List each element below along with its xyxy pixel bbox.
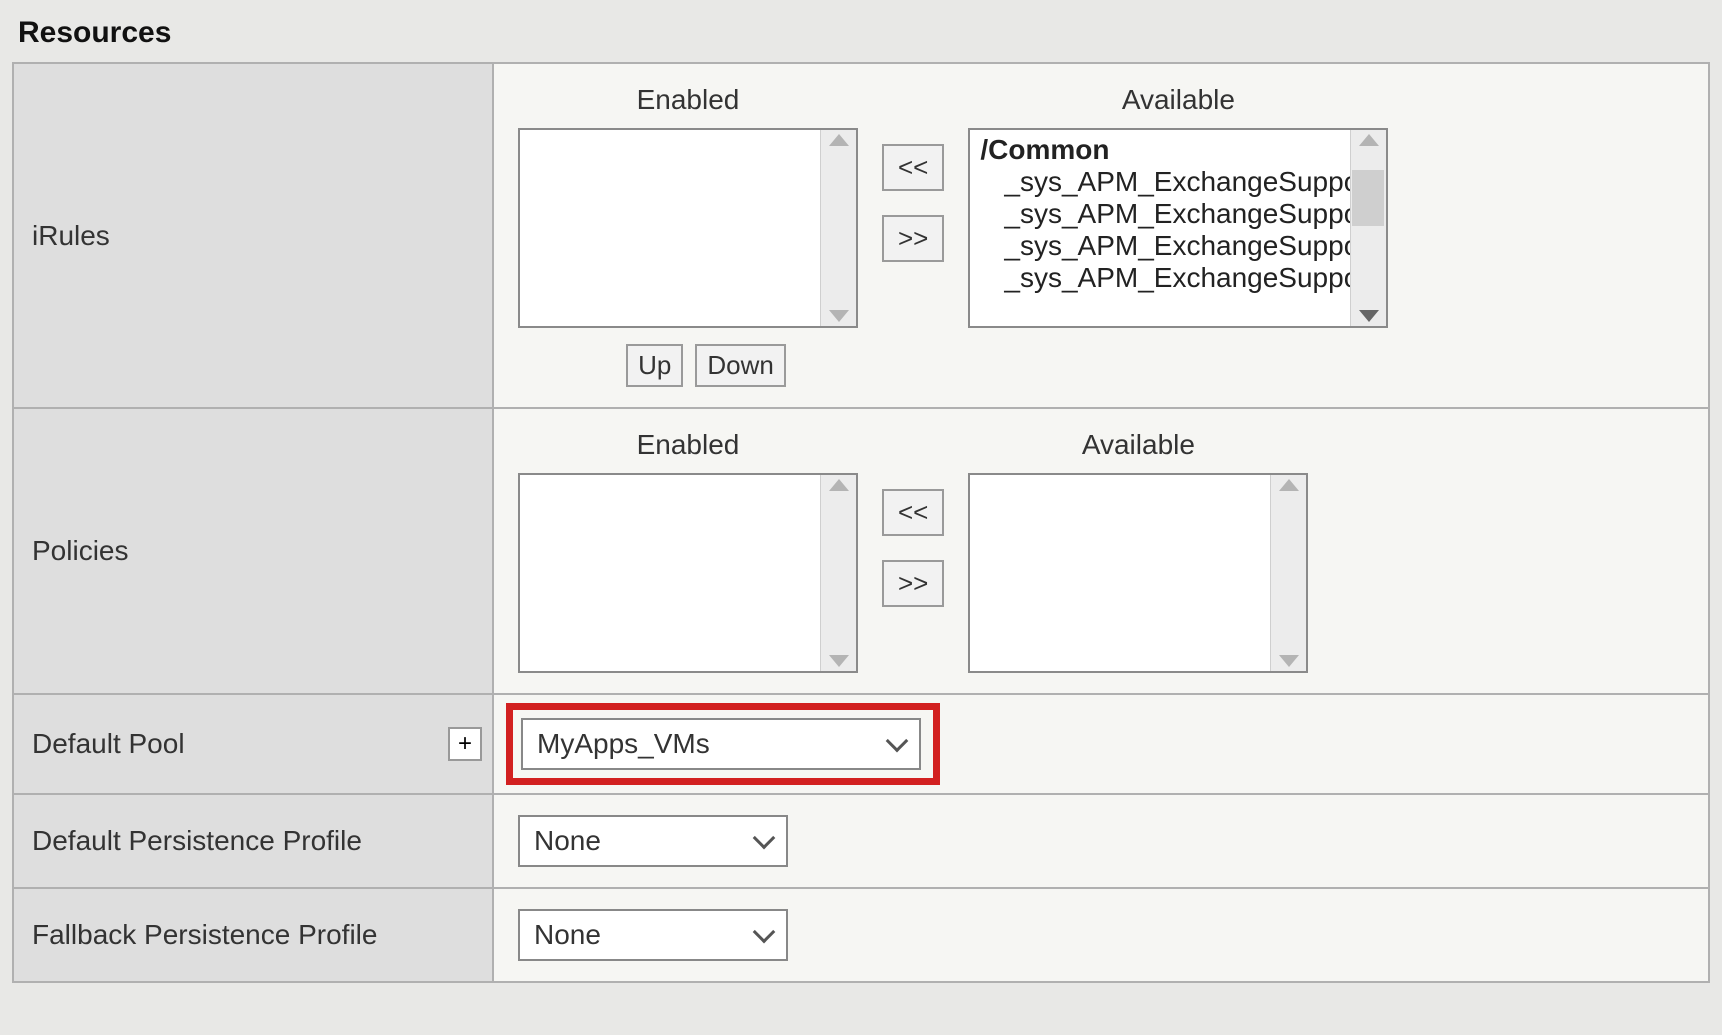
label-default-persistence: Default Persistence Profile xyxy=(13,794,493,888)
scroll-up-icon xyxy=(829,134,849,146)
scrollbar[interactable] xyxy=(820,475,856,671)
value-policies: Enabled << >> xyxy=(493,408,1709,694)
row-default-persistence: Default Persistence Profile None xyxy=(13,794,1709,888)
policies-available-content xyxy=(970,475,1270,671)
scroll-down-icon xyxy=(1359,310,1379,322)
label-fallback-persistence: Fallback Persistence Profile xyxy=(13,888,493,982)
policies-available-header: Available xyxy=(1082,429,1195,461)
label-policies: Policies xyxy=(13,408,493,694)
move-right-button[interactable]: >> xyxy=(882,215,944,262)
policies-enabled-header: Enabled xyxy=(637,429,740,461)
value-irules: Enabled Up Down xyxy=(493,63,1709,408)
fallback-persistence-select-value: None xyxy=(534,919,601,951)
scroll-down-icon xyxy=(1279,655,1299,667)
default-persistence-select-value: None xyxy=(534,825,601,857)
list-item[interactable]: _sys_APM_ExchangeSupport_he xyxy=(980,230,1340,262)
policies-available-col: Available xyxy=(968,429,1308,673)
irules-available-header: Available xyxy=(1122,84,1235,116)
scroll-down-icon xyxy=(829,310,849,322)
default-pool-highlight: MyApps_VMs xyxy=(506,703,940,785)
policies-enabled-listbox[interactable] xyxy=(518,473,858,673)
list-item[interactable]: _sys_APM_ExchangeSupport_OA xyxy=(980,198,1340,230)
fallback-persistence-select[interactable]: None xyxy=(518,909,788,961)
policies-move-buttons: << >> xyxy=(882,489,944,607)
label-default-pool: Default Pool + xyxy=(13,694,493,794)
scroll-up-icon xyxy=(829,479,849,491)
row-policies: Policies Enabled xyxy=(13,408,1709,694)
row-irules: iRules Enabled xyxy=(13,63,1709,408)
irules-order-buttons: Up Down xyxy=(626,344,786,387)
scroll-down-icon xyxy=(829,655,849,667)
irules-enabled-header: Enabled xyxy=(637,84,740,116)
chevron-down-icon xyxy=(886,730,909,753)
move-left-button[interactable]: << xyxy=(882,144,944,191)
irules-move-buttons: << >> xyxy=(882,144,944,262)
irules-enabled-listbox[interactable] xyxy=(518,128,858,328)
default-pool-select-value: MyApps_VMs xyxy=(537,728,710,760)
scrollbar[interactable] xyxy=(820,130,856,326)
scroll-thumb[interactable] xyxy=(1352,170,1384,226)
label-default-pool-text: Default Pool xyxy=(32,728,185,759)
row-fallback-persistence: Fallback Persistence Profile None xyxy=(13,888,1709,982)
value-default-persistence: None xyxy=(493,794,1709,888)
irules-dual-list: Enabled Up Down xyxy=(518,84,1684,387)
irules-available-listbox[interactable]: /Common _sys_APM_ExchangeSupport_OA _sys… xyxy=(968,128,1388,328)
up-button[interactable]: Up xyxy=(626,344,683,387)
scroll-up-icon xyxy=(1279,479,1299,491)
chevron-down-icon xyxy=(753,921,776,944)
down-button[interactable]: Down xyxy=(695,344,785,387)
chevron-down-icon xyxy=(753,827,776,850)
value-fallback-persistence: None xyxy=(493,888,1709,982)
move-left-button[interactable]: << xyxy=(882,489,944,536)
section-title: Resources xyxy=(18,16,1710,50)
list-item[interactable]: _sys_APM_ExchangeSupport_OA xyxy=(980,166,1340,198)
scrollbar[interactable] xyxy=(1350,130,1386,326)
label-irules: iRules xyxy=(13,63,493,408)
scroll-up-icon xyxy=(1359,134,1379,146)
default-persistence-select[interactable]: None xyxy=(518,815,788,867)
policies-enabled-content xyxy=(520,475,820,671)
policies-available-listbox[interactable] xyxy=(968,473,1308,673)
resources-table: iRules Enabled xyxy=(12,62,1710,983)
irules-available-col: Available /Common _sys_APM_ExchangeSuppo… xyxy=(968,84,1388,328)
irules-enabled-col: Enabled Up Down xyxy=(518,84,858,387)
row-default-pool: Default Pool + MyApps_VMs xyxy=(13,694,1709,794)
scrollbar[interactable] xyxy=(1270,475,1306,671)
irules-enabled-content xyxy=(520,130,820,326)
resources-section: Resources iRules Enabled xyxy=(0,0,1722,995)
value-default-pool: MyApps_VMs xyxy=(493,694,1709,794)
add-pool-button[interactable]: + xyxy=(448,727,482,761)
move-right-button[interactable]: >> xyxy=(882,560,944,607)
policies-enabled-col: Enabled xyxy=(518,429,858,673)
default-pool-select[interactable]: MyApps_VMs xyxy=(521,718,921,770)
irules-available-group: /Common xyxy=(980,134,1340,166)
irules-available-content: /Common _sys_APM_ExchangeSupport_OA _sys… xyxy=(970,130,1350,326)
list-item[interactable]: _sys_APM_ExchangeSupport_ma xyxy=(980,262,1340,294)
policies-dual-list: Enabled << >> xyxy=(518,429,1684,673)
